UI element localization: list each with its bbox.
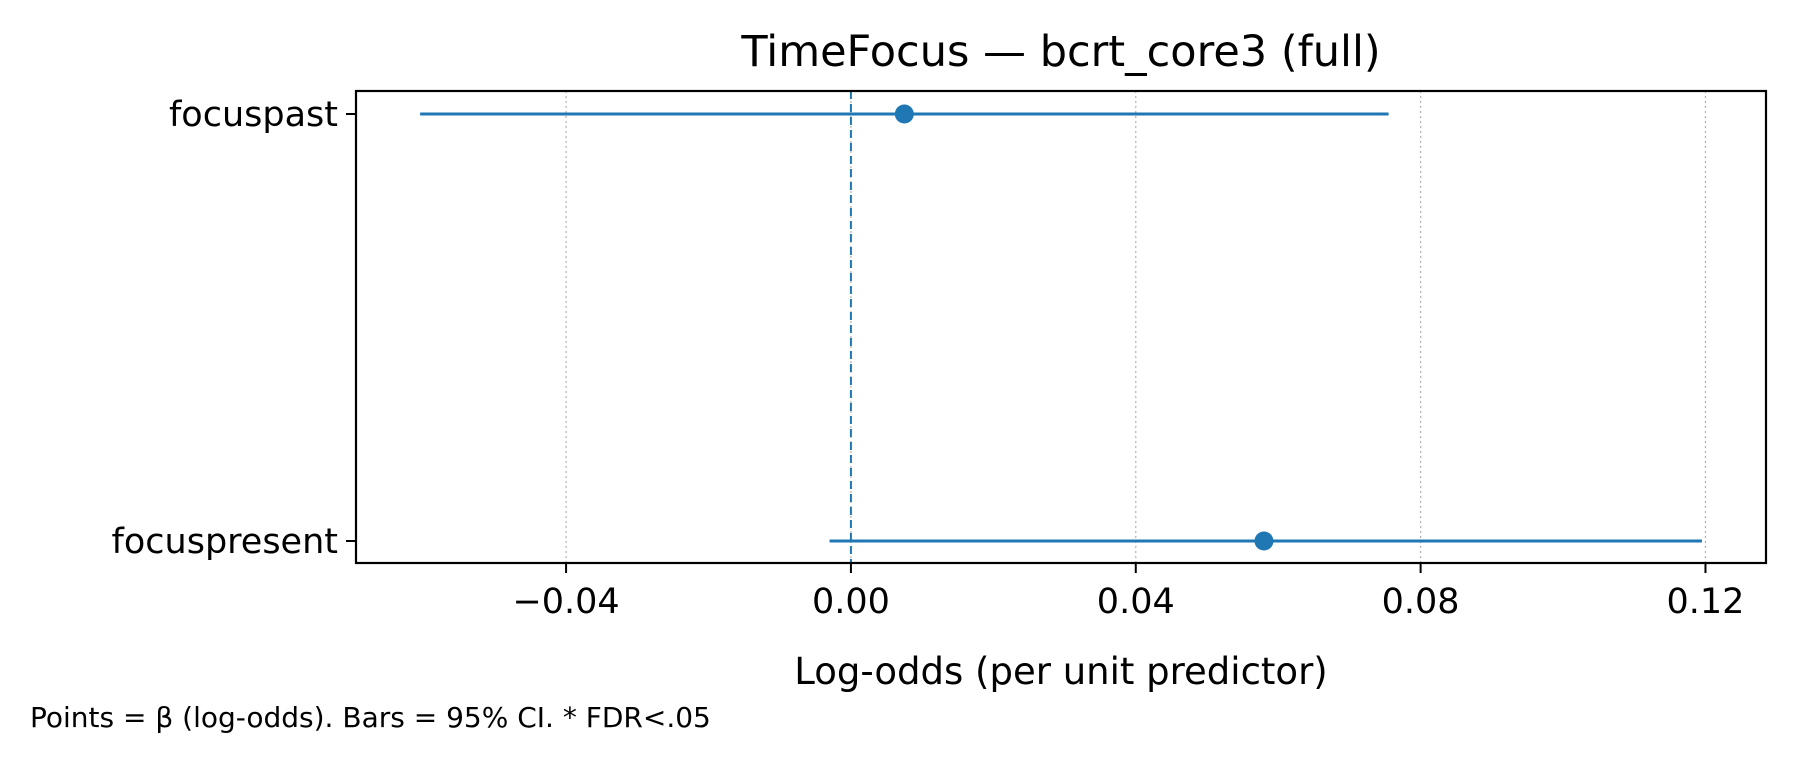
x-tick-label: 0.04 [1097, 582, 1175, 622]
estimate-point [894, 104, 914, 124]
y-tick-label: focuspast [169, 95, 338, 135]
x-tick-label: 0.08 [1382, 582, 1460, 622]
y-axis: focuspast focuspresent [112, 95, 356, 562]
x-grid [565, 91, 1707, 563]
x-tick-label: 0.12 [1667, 582, 1745, 622]
chart-title: TimeFocus — bcrt_core3 (full) [740, 27, 1380, 77]
y-tick-label: focuspresent [112, 522, 338, 562]
footnote: Points = β (log-odds). Bars = 95% CI. * … [30, 701, 711, 734]
x-tick-label: −0.04 [512, 582, 619, 622]
x-axis-label: Log-odds (per unit predictor) [794, 650, 1327, 693]
estimate-marks [420, 104, 1702, 551]
plot-area-frame [354, 89, 1768, 565]
estimate-point [1254, 531, 1274, 551]
x-tick-label: 0.00 [812, 582, 890, 622]
x-axis: −0.04 0.00 0.04 0.08 0.12 [512, 563, 1744, 622]
